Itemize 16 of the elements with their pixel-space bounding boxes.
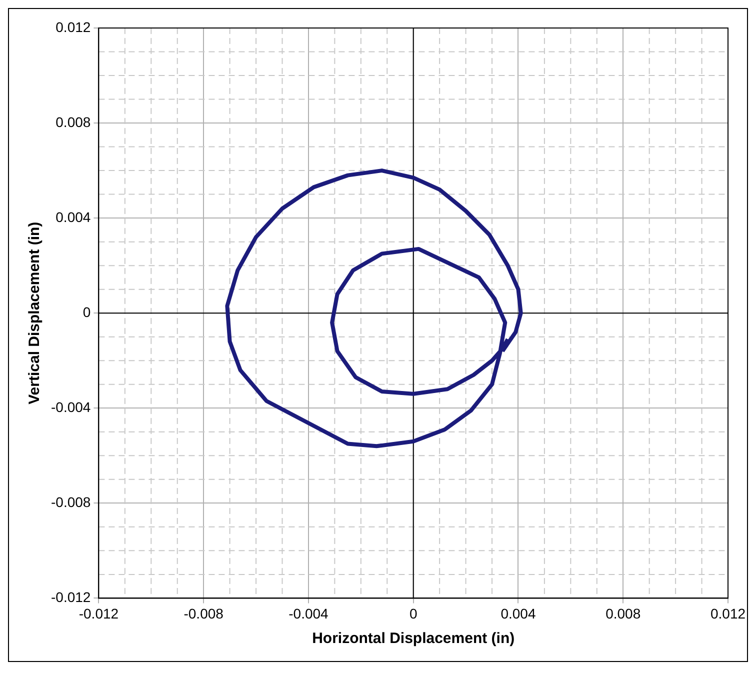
- x-tick-label: -0.004: [288, 605, 329, 622]
- x-tick-label: 0.012: [710, 605, 746, 622]
- y-tick-label: 0.008: [56, 114, 91, 130]
- x-axis-title: Horizontal Displacement (in): [312, 630, 515, 648]
- x-tick-label: 0.004: [500, 605, 536, 622]
- x-tick-label: 0.008: [606, 605, 641, 622]
- y-tick-label: 0.012: [56, 18, 91, 35]
- x-tick-label: -0.012: [78, 605, 119, 622]
- x-tick-label: -0.008: [184, 605, 224, 622]
- y-tick-label: -0.008: [50, 494, 91, 510]
- y-tick-label: -0.004: [50, 398, 91, 415]
- y-axis-title: Vertical Displacement (in): [26, 222, 44, 404]
- y-tick-label: -0.012: [50, 589, 91, 606]
- y-tick-label: 0.004: [56, 208, 91, 225]
- y-tick-label: 0: [82, 304, 91, 320]
- x-tick-label: 0: [409, 605, 418, 622]
